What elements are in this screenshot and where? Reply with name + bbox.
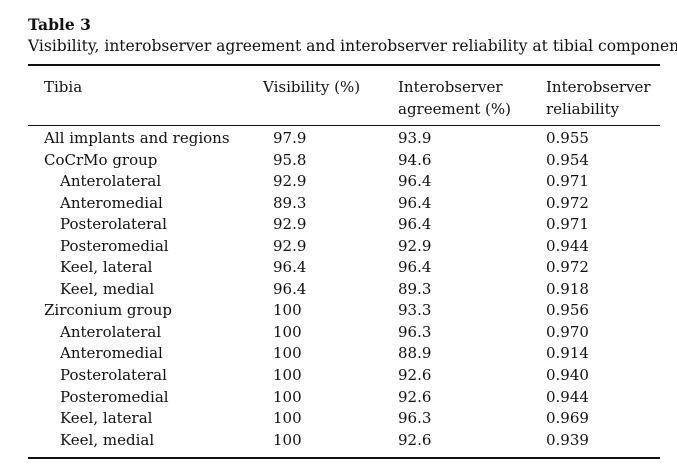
agreement-cell: 92.9: [398, 236, 432, 255]
top-rule: [28, 64, 660, 66]
table-row: Anteromedial 89.3 96.4 0.972: [0, 193, 677, 215]
visibility-cell: 89.3: [273, 193, 307, 212]
reliability-cell: 0.972: [546, 258, 589, 277]
row-label: Posterolateral: [60, 366, 167, 385]
reliability-cell: 0.944: [546, 236, 589, 255]
table-row: Zirconium group 100 93.3 0.956: [0, 300, 677, 322]
table-row: Keel, medial 96.4 89.3 0.918: [0, 279, 677, 301]
visibility-cell: 92.9: [273, 236, 307, 255]
visibility-cell: 97.9: [273, 129, 307, 147]
row-label: Anterolateral: [60, 172, 162, 191]
header-reliability-line-2: reliability: [546, 100, 620, 118]
reliability-cell: 0.940: [546, 366, 589, 385]
row-label: Keel, lateral: [60, 409, 153, 428]
table-row: Anterolateral 100 96.3 0.970: [0, 322, 677, 344]
header-tibia: Tibia: [44, 76, 82, 98]
visibility-cell: 96.4: [273, 279, 307, 298]
visibility-cell: 100: [273, 366, 302, 385]
row-label: Keel, medial: [60, 430, 155, 449]
header-visibility-line: Visibility (%): [263, 78, 361, 96]
header-rule: [28, 125, 660, 126]
visibility-cell: 100: [273, 301, 302, 320]
reliability-cell: 0.971: [546, 215, 589, 234]
table-row: Keel, medial 100 92.6 0.939: [0, 430, 677, 452]
table-row: Posterolateral 92.9 96.4 0.971: [0, 214, 677, 236]
header-reliability: Interobserver reliability: [546, 76, 651, 120]
visibility-cell: 100: [273, 387, 302, 406]
agreement-cell: 96.3: [398, 409, 432, 428]
agreement-cell: 94.6: [398, 150, 432, 169]
reliability-cell: 0.914: [546, 344, 589, 363]
row-label: CoCrMo group: [44, 150, 158, 169]
row-label: Keel, lateral: [60, 258, 153, 277]
table-row: Anterolateral 92.9 96.4 0.971: [0, 171, 677, 193]
row-label: Anteromedial: [60, 193, 163, 212]
table-row: Posterolateral 100 92.6 0.940: [0, 365, 677, 387]
table-row: Keel, lateral 100 96.3 0.969: [0, 408, 677, 430]
table-row: Posteromedial 100 92.6 0.944: [0, 387, 677, 409]
visibility-cell: 95.8: [273, 150, 307, 169]
reliability-cell: 0.969: [546, 409, 589, 428]
agreement-cell: 92.6: [398, 387, 432, 406]
table-row: Posteromedial 92.9 92.9 0.944: [0, 236, 677, 258]
reliability-cell: 0.954: [546, 150, 589, 169]
header-agreement-line-1: Interobserver: [398, 78, 503, 96]
agreement-cell: 96.3: [398, 322, 432, 341]
visibility-cell: 100: [273, 322, 302, 341]
visibility-cell: 96.4: [273, 258, 307, 277]
header-visibility: Visibility (%): [263, 76, 360, 98]
agreement-cell: 92.6: [398, 430, 432, 449]
agreement-cell: 96.4: [398, 215, 432, 234]
reliability-cell: 0.956: [546, 301, 589, 320]
agreement-cell: 88.9: [398, 344, 432, 363]
agreement-cell: 96.4: [398, 193, 432, 212]
table-caption: Visibility, interobserver agreement and …: [28, 37, 677, 55]
header-agreement-line-2: agreement (%): [398, 100, 511, 118]
agreement-cell: 89.3: [398, 279, 432, 298]
reliability-cell: 0.955: [546, 129, 589, 147]
reliability-cell: 0.972: [546, 193, 589, 212]
agreement-cell: 92.6: [398, 366, 432, 385]
table-row: CoCrMo group 95.8 94.6 0.954: [0, 150, 677, 172]
header-reliability-line-1: Interobserver: [546, 78, 651, 96]
row-label: Keel, medial: [60, 279, 155, 298]
header-tibia-line: Tibia: [44, 78, 83, 96]
table-body: All implants and regions 97.9 93.9 0.955 CoC…: [0, 128, 677, 451]
agreement-cell: 93.9: [398, 129, 432, 147]
table-row: Keel, lateral 96.4 96.4 0.972: [0, 257, 677, 279]
table-row: All implants and regions 97.9 93.9 0.955: [0, 128, 677, 150]
reliability-cell: 0.944: [546, 387, 589, 406]
row-label: Posterolateral: [60, 215, 167, 234]
table-row: Anteromedial 100 88.9 0.914: [0, 343, 677, 365]
row-label: Zirconium group: [44, 301, 172, 320]
row-label: All implants and regions: [44, 129, 230, 147]
reliability-cell: 0.970: [546, 322, 589, 341]
reliability-cell: 0.939: [546, 430, 589, 449]
row-label: Posteromedial: [60, 236, 169, 255]
visibility-cell: 92.9: [273, 172, 307, 191]
agreement-cell: 96.4: [398, 258, 432, 277]
header-agreement: Interobserver agreement (%): [398, 76, 511, 120]
visibility-cell: 100: [273, 409, 302, 428]
agreement-cell: 93.3: [398, 301, 432, 320]
reliability-cell: 0.971: [546, 172, 589, 191]
reliability-cell: 0.918: [546, 279, 589, 298]
bottom-rule: [28, 457, 660, 459]
agreement-cell: 96.4: [398, 172, 432, 191]
row-label: Posteromedial: [60, 387, 169, 406]
visibility-cell: 100: [273, 344, 302, 363]
row-label: Anterolateral: [60, 322, 162, 341]
row-label: Anteromedial: [60, 344, 163, 363]
table-number: Table 3: [28, 15, 91, 34]
visibility-cell: 100: [273, 430, 302, 449]
visibility-cell: 92.9: [273, 215, 307, 234]
